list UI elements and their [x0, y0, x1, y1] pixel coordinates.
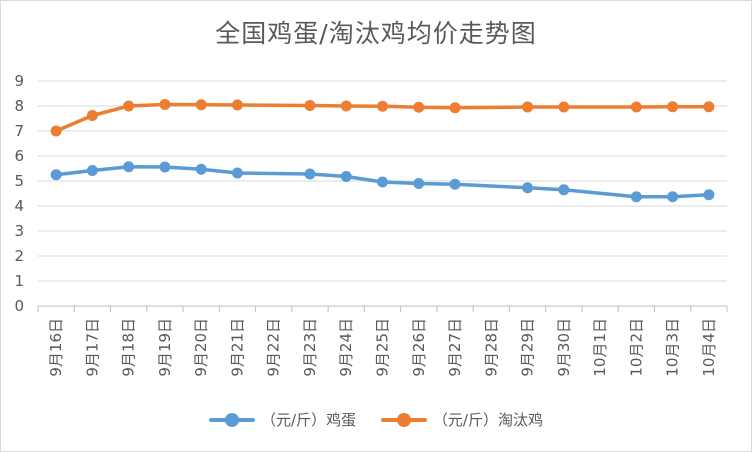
data-point [558, 184, 570, 196]
y-tick-label: 2 [14, 247, 24, 265]
data-point [703, 189, 715, 201]
series-line-0 [54, 165, 711, 199]
x-axis: 9月16日 9月17日 9月18日 9月19日 9月20日 9月21日 9月22日 9月23日… [37, 305, 728, 377]
series-line-1 [54, 102, 711, 133]
x-tick-label: 9月26日 [410, 318, 428, 377]
x-tick-label: 9月27日 [446, 318, 464, 377]
data-point [340, 171, 352, 182]
y-tick-label: 7 [14, 122, 24, 140]
x-tick-label: 9月23日 [301, 318, 319, 377]
y-tick-label: 8 [14, 97, 24, 115]
x-tick-label: 9月25日 [374, 318, 392, 377]
data-point [667, 191, 679, 203]
gridlines [38, 80, 727, 282]
data-point [86, 110, 98, 121]
data-point [86, 165, 98, 176]
data-point [522, 182, 534, 194]
x-tick-label: 9月16日 [47, 318, 65, 377]
data-point [413, 101, 425, 113]
x-tick-label: 9月22日 [265, 318, 283, 377]
y-tick-label: 3 [14, 222, 24, 240]
data-point [50, 125, 62, 137]
data-point [667, 101, 679, 113]
y-tick-label: 6 [14, 147, 24, 165]
data-point [630, 101, 642, 113]
data-point [703, 101, 715, 113]
data-point [195, 99, 207, 111]
data-point [195, 163, 207, 175]
y-tick-label: 4 [14, 197, 24, 215]
x-tick-label: 9月19日 [156, 318, 174, 377]
data-point [231, 99, 243, 111]
x-tick-label: 9月20日 [192, 318, 210, 377]
x-tick-label: 9月30日 [555, 318, 573, 377]
data-point [304, 168, 316, 180]
x-tick-label: 10月3日 [664, 318, 682, 377]
legend-item-hen: （元/斤）淘汰鸡 [380, 409, 543, 430]
data-point [377, 176, 388, 188]
data-point [558, 101, 570, 113]
data-point [50, 169, 62, 181]
data-point [522, 101, 534, 113]
data-point [304, 100, 316, 111]
x-tick-label: 10月1日 [591, 318, 609, 377]
data-point [413, 178, 425, 189]
data-point [630, 191, 642, 203]
data-point [449, 178, 461, 190]
y-tick-label: 0 [14, 297, 24, 315]
x-tick-label: 9月24日 [337, 318, 355, 377]
legend-swatch-hen [380, 412, 427, 427]
y-axis: 0 1 2 3 4 5 6 7 8 9 [14, 72, 24, 315]
chart-title: 全国鸡蛋/淘汰鸡均价走势图 [215, 19, 537, 48]
data-point [449, 102, 461, 114]
y-tick-label: 5 [14, 172, 24, 190]
data-point [159, 161, 171, 173]
y-tick-label: 1 [14, 272, 24, 290]
x-tick-label: 9月21日 [228, 318, 246, 377]
x-tick-label: 9月17日 [83, 318, 101, 377]
legend-label-hen: （元/斤）淘汰鸡 [432, 411, 543, 429]
x-tick-label: 10月2日 [627, 318, 645, 377]
legend-label-egg: （元/斤）鸡蛋 [261, 411, 357, 429]
data-point [159, 99, 171, 110]
x-tick-label: 9月18日 [120, 318, 138, 377]
x-tick-label: 9月28日 [482, 318, 500, 377]
series-group [50, 99, 715, 203]
data-point [123, 161, 135, 173]
data-point [340, 100, 352, 112]
legend: （元/斤）鸡蛋 （元/斤）淘汰鸡 [0, 409, 752, 431]
x-tick-label: 9月29日 [519, 318, 537, 377]
x-tick-label: 10月4日 [700, 318, 718, 377]
data-point [231, 167, 243, 179]
legend-item-egg: （元/斤）鸡蛋 [209, 409, 356, 430]
y-tick-label: 9 [14, 72, 24, 90]
data-point [377, 100, 388, 112]
data-point [123, 100, 135, 112]
legend-swatch-egg [209, 412, 256, 427]
